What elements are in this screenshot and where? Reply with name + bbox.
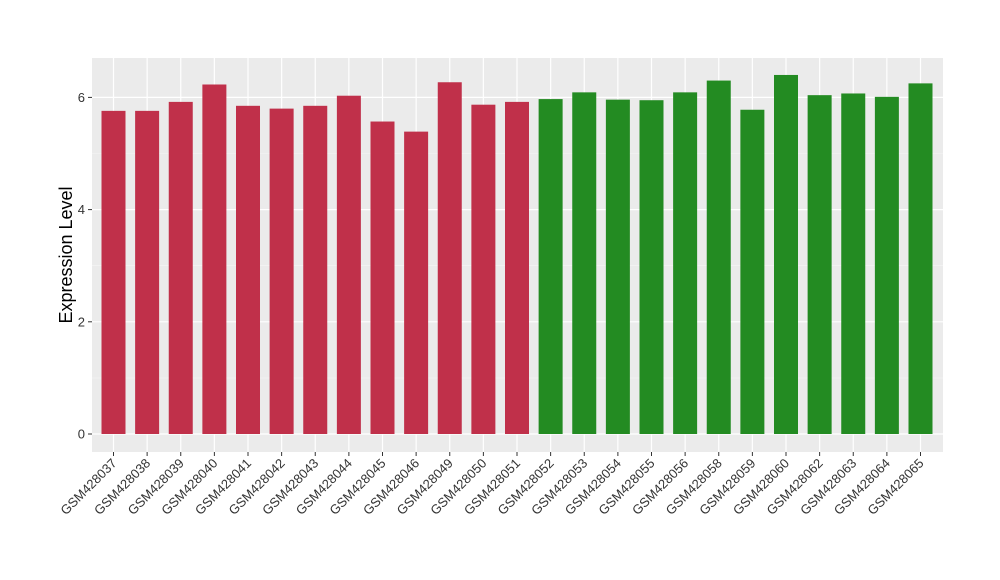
bar-GSM428056 — [673, 92, 698, 434]
x-axis: GSM428037GSM428038GSM428039GSM428040GSM4… — [57, 452, 927, 518]
bar-GSM428058 — [706, 80, 731, 434]
bar-GSM428037 — [101, 110, 126, 434]
y-tick-label: 0 — [78, 427, 85, 442]
bar-GSM428050 — [471, 104, 496, 435]
bar-GSM428053 — [572, 92, 597, 434]
bar-GSM428055 — [639, 100, 664, 434]
bar-GSM428060 — [774, 74, 798, 435]
bar-GSM428038 — [135, 110, 160, 434]
bars — [101, 74, 933, 435]
y-tick-label: 6 — [78, 90, 85, 105]
bar-GSM428044 — [336, 95, 361, 434]
y-tick-label: 4 — [78, 202, 85, 217]
bar-GSM428043 — [303, 105, 328, 434]
bar-GSM428064 — [874, 96, 899, 435]
bar-GSM428059 — [740, 109, 765, 434]
y-tick-label: 2 — [78, 314, 85, 329]
bar-GSM428062 — [807, 95, 832, 434]
bar-GSM428049 — [437, 82, 462, 435]
y-axis: 0 2 4 6 — [78, 90, 92, 442]
bar-GSM428065 — [908, 83, 933, 434]
y-axis-title: Expression Level — [56, 186, 76, 323]
bar-GSM428041 — [236, 105, 260, 434]
bar-GSM428042 — [269, 108, 294, 435]
bar-GSM428054 — [605, 99, 630, 435]
bar-GSM428063 — [841, 93, 866, 435]
bar-GSM428051 — [505, 101, 529, 434]
bar-GSM428052 — [538, 99, 563, 434]
bar-GSM428045 — [370, 121, 395, 434]
bar-GSM428039 — [168, 101, 193, 434]
bar-GSM428040 — [202, 84, 227, 434]
bar-GSM428046 — [404, 131, 429, 434]
